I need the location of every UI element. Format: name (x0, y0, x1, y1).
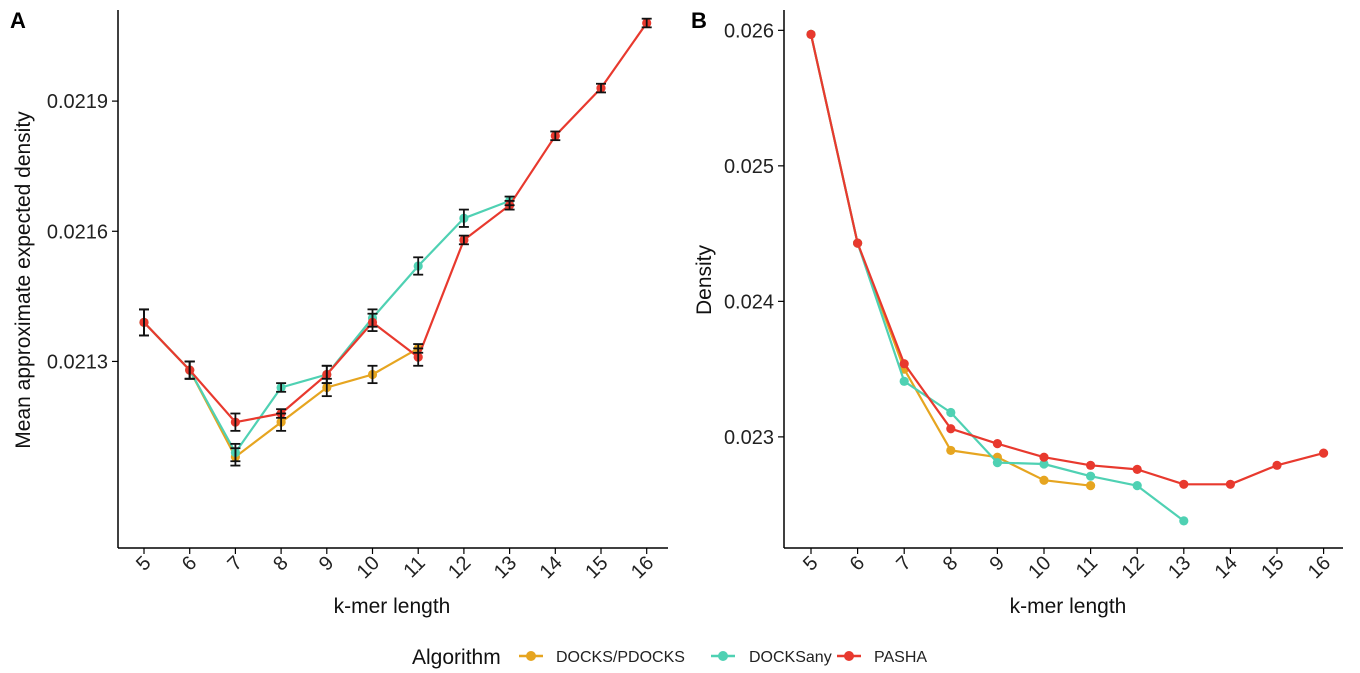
panel-a-plot: 0.0213 0.0216 0.0219 5 6 7 8 9 10 11 12 13 14 15 16 (47, 10, 668, 583)
panel-b-y-tick-label: 0.024 (724, 291, 774, 313)
panel-b-line-docks-pdocks (809, 34, 1091, 487)
panel-a-x-axis-title: k-mer length (334, 595, 451, 618)
panel-b-point-docksany (1132, 481, 1142, 491)
panel-b-point-docksany (992, 458, 1003, 468)
panel-a-series-pasha (139, 18, 652, 427)
panel-b-point-pasha (899, 359, 909, 369)
legend: Algorithm DOCKS/PDOCKS DOCKSany PASHA (412, 646, 927, 669)
panel-b-point-pasha (1039, 452, 1049, 462)
panel-b-x-tick-label: 14 (1211, 552, 1242, 583)
panel-a-error-bar-pasha (321, 364, 332, 385)
panel-b-point-docks-pdocks (946, 445, 956, 456)
legend-label-docks-pdocks: DOCKS/PDOCKS (556, 649, 685, 666)
panel-b-x-tick-label: 16 (1304, 552, 1335, 583)
legend-key-point-pasha (844, 651, 854, 661)
panel-b-plot: 0.023 0.024 0.025 0.026 5 6 7 8 9 10 11 12 13 14 15 16 (724, 10, 1343, 583)
panel-b-series-docks-pdocks (806, 29, 1096, 491)
panel-a-x-tick-label: 11 (399, 552, 429, 582)
panel-a-x-tick-label: 16 (627, 552, 658, 583)
panel-b-x-tick-label: 9 (986, 552, 1009, 575)
panel-b-line-pasha (809, 34, 1324, 486)
panel-b-label: B (691, 8, 707, 33)
panel-b-x-tick-label: 10 (1024, 552, 1055, 583)
panel-a-series-docksany (139, 196, 515, 458)
panel-a-x-tick-label: 10 (353, 552, 384, 583)
panel-a-line-docksany (143, 199, 510, 454)
panel-b-x-tick-label: 6 (846, 552, 869, 575)
panel-a-error-bar-pasha (276, 408, 287, 419)
panel-b-point-docksany (1086, 471, 1096, 481)
panel-b-point-pasha (1179, 479, 1189, 489)
panel-a-y-tick-label: 0.0219 (47, 91, 108, 113)
panel-a-error-bar-pasha (596, 82, 606, 94)
panel-b-x-tick-label: 11 (1072, 552, 1102, 582)
panel-b-x-tick-label: 15 (1257, 552, 1288, 583)
panel-b-x-axis-title: k-mer length (1010, 595, 1127, 618)
panel-b-series-pasha (806, 29, 1329, 489)
panel-b-point-pasha (853, 238, 863, 248)
panel-b-point-pasha (806, 29, 816, 39)
panel-b-y-axis-title: Density (693, 244, 716, 315)
panel-b-point-pasha (1272, 460, 1282, 470)
panel-a-error-bar-docks-pdocks (367, 364, 378, 385)
panel-b-point-pasha (1319, 448, 1329, 458)
panel-b-point-pasha (1132, 464, 1142, 475)
panel-b-x-tick-label: 8 (939, 552, 962, 575)
panel-b-y-tick-label: 0.025 (724, 156, 774, 178)
panel-a-error-bar-pasha (504, 200, 515, 211)
panel-a-label: A (10, 8, 26, 33)
panel-b-series-docksany (806, 29, 1189, 526)
panel-a-y-tick-label: 0.0216 (47, 221, 108, 243)
panel-a-error-bar-pasha (367, 312, 378, 332)
panel-b-point-docks-pdocks (1039, 475, 1049, 485)
panel-b-point-pasha (946, 424, 956, 434)
panel-b-point-pasha (1086, 460, 1096, 470)
panel-b-point-docksany (946, 407, 956, 418)
panel-a-error-bar-pasha (139, 308, 149, 337)
panel-b-y-tick-label: 0.023 (724, 427, 774, 449)
panel-b-x-tick-label: 13 (1164, 552, 1195, 583)
panel-a-error-bar-docksany (458, 208, 469, 228)
panel-b-x-tick-label: 5 (799, 552, 822, 575)
panel-a-error-bar-docksany (230, 442, 241, 463)
panel-a-x-tick-label: 15 (581, 552, 612, 583)
panel-b-point-docksany (899, 376, 909, 386)
panel-a-x-tick-label: 8 (269, 552, 292, 575)
panel-b-point-docks-pdocks (1086, 481, 1096, 491)
panel-a-error-bar-pasha (184, 360, 195, 380)
panel-a-error-bar-pasha (641, 17, 652, 29)
panel-b-y-tick-label: 0.026 (724, 20, 774, 42)
panel-a-error-bar-pasha (550, 130, 561, 142)
legend-label-docksany: DOCKSany (749, 649, 832, 666)
legend-key-point-docksany (718, 651, 728, 661)
panel-a-x-tick-label: 9 (315, 552, 338, 575)
panel-b-point-docksany (1039, 459, 1049, 469)
panel-b-point-pasha (1225, 479, 1235, 489)
legend-title: Algorithm (412, 646, 501, 669)
panel-a-error-bar-docksany (413, 256, 424, 276)
legend-key-point-docks-pdocks (526, 651, 536, 661)
panel-a-x-tick-label: 6 (178, 552, 201, 575)
panel-a-x-tick-label: 14 (536, 552, 567, 583)
panel-b-point-docksany (1179, 516, 1189, 526)
legend-label-pasha: PASHA (874, 649, 927, 666)
panel-a-x-tick-label: 5 (132, 552, 155, 575)
panel-a-error-bar-docksany (276, 382, 287, 393)
panel-a-error-bar-pasha (413, 347, 424, 367)
panel-b-point-pasha (992, 439, 1003, 449)
panel-a-y-tick-label: 0.0213 (47, 351, 108, 373)
panel-a-x-tick-label: 7 (224, 552, 247, 575)
panel-a-x-tick-label: 13 (490, 552, 521, 583)
panel-a-error-bar-pasha (230, 412, 241, 432)
panel-a-error-bar-pasha (458, 234, 469, 246)
panel-b-x-tick-label: 7 (892, 552, 915, 575)
panel-b-x-tick-label: 12 (1117, 552, 1148, 583)
panel-a-line-pasha (143, 22, 648, 424)
panel-a-y-axis-title: Mean approximate expected density (12, 111, 35, 449)
panel-a-x-tick-label: 12 (444, 552, 475, 583)
